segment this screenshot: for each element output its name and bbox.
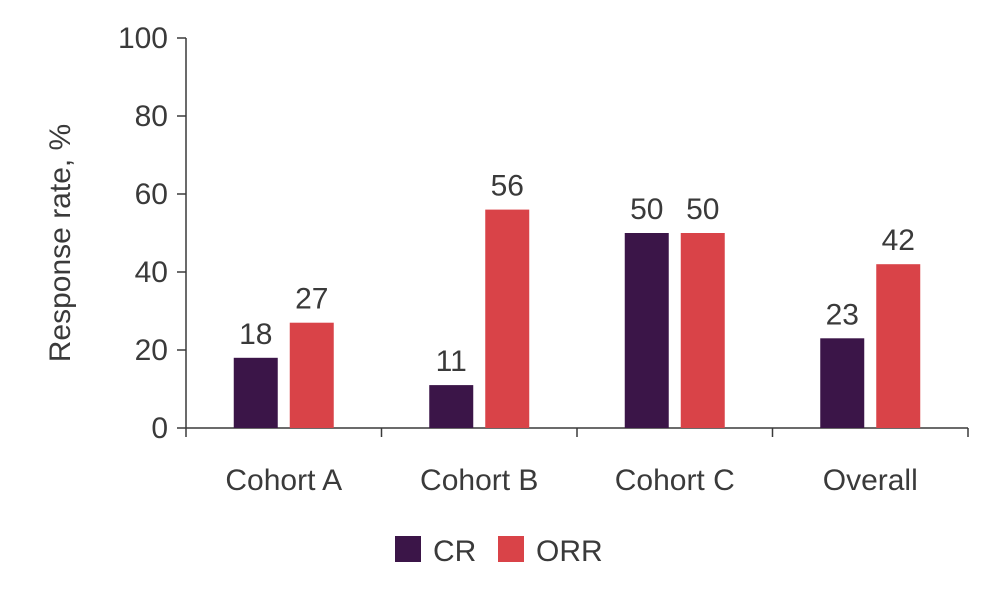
y-axis: 0 20 40 60 80 100 — [118, 22, 187, 445]
legend-swatch-orr — [498, 536, 524, 562]
data-label: 50 — [686, 193, 719, 226]
y-axis-title-group: Response rate, % — [44, 124, 77, 362]
bar-cr-overall — [820, 338, 865, 428]
bar-orr-cohort-c — [680, 233, 725, 428]
y-tick-label-0: 0 — [151, 412, 168, 445]
y-tick-label-20: 20 — [135, 334, 168, 367]
x-category-label: Cohort C — [615, 464, 735, 497]
y-axis-title: Response rate, % — [44, 124, 77, 362]
x-category-label: Cohort B — [420, 464, 538, 497]
bar-orr-cohort-a — [289, 322, 334, 428]
y-tick-label-60: 60 — [135, 178, 168, 211]
y-tick-label-100: 100 — [118, 22, 168, 55]
bar-orr-cohort-b — [485, 209, 530, 428]
x-category-label: Cohort A — [225, 464, 342, 497]
bar-orr-overall — [876, 264, 921, 428]
bar-cr-cohort-a — [233, 357, 278, 428]
data-label: 11 — [436, 345, 467, 378]
data-label: 27 — [295, 283, 328, 316]
data-label: 56 — [491, 170, 524, 203]
bars — [233, 209, 921, 428]
x-axis: Cohort A Cohort B Cohort C Overall — [185, 427, 969, 497]
data-labels: 18 27 11 56 50 50 23 42 — [239, 170, 915, 379]
legend: CR ORR — [395, 535, 603, 568]
legend-label-cr: CR — [433, 535, 476, 568]
bar-cr-cohort-c — [624, 233, 669, 428]
legend-label-orr: ORR — [536, 535, 603, 568]
y-tick-label-40: 40 — [135, 256, 168, 289]
y-tick-label-80: 80 — [135, 100, 168, 133]
data-label: 18 — [239, 318, 272, 351]
data-label: 50 — [630, 193, 663, 226]
x-category-label: Overall — [823, 464, 918, 497]
bar-cr-cohort-b — [429, 385, 474, 428]
data-label: 23 — [826, 298, 859, 331]
data-label: 42 — [882, 224, 915, 257]
legend-swatch-cr — [395, 536, 421, 562]
